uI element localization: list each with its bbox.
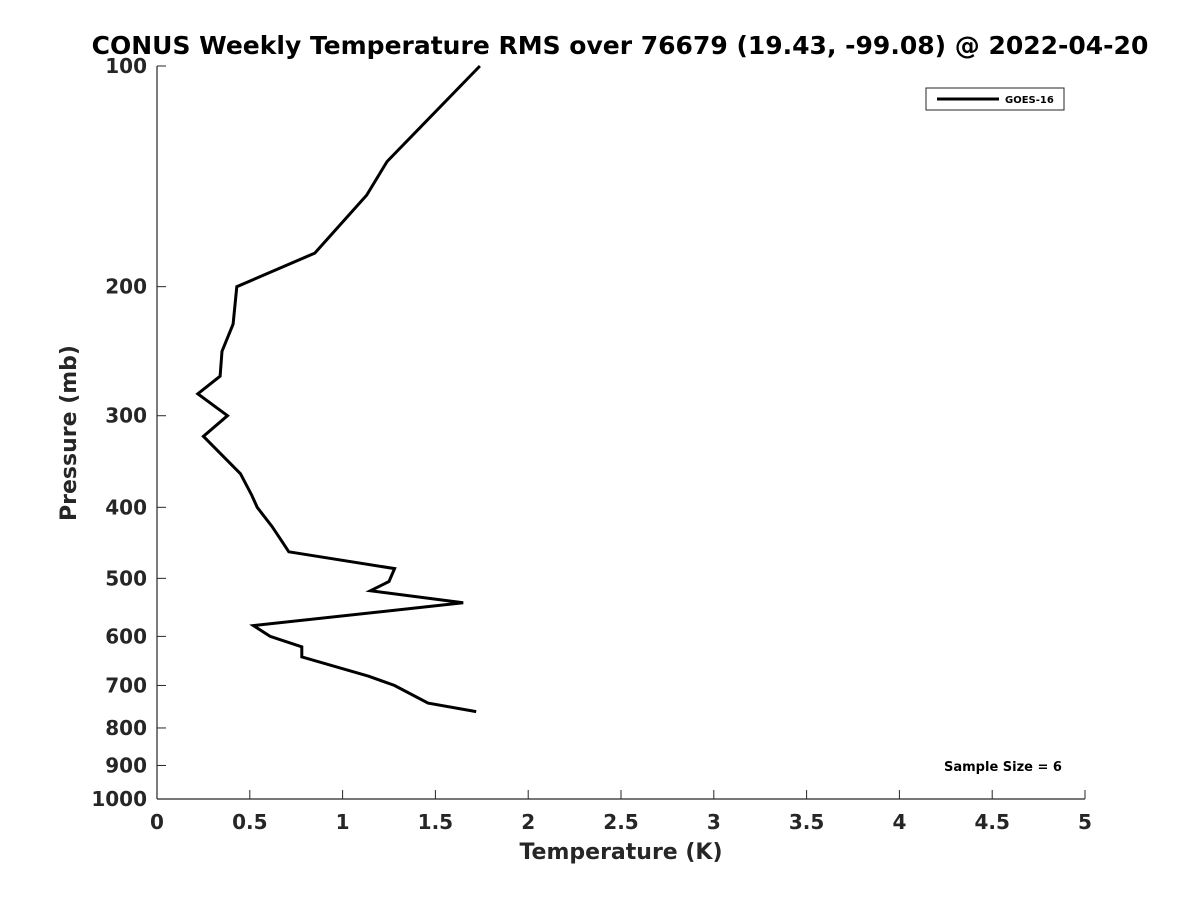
chart-title: CONUS Weekly Temperature RMS over 76679 … xyxy=(92,31,1149,60)
y-ticks: 100 200 300 400 500 600 700 800 900 1000 xyxy=(91,54,166,811)
x-tick-label: 4.5 xyxy=(974,810,1009,834)
x-tick-label: 2 xyxy=(521,810,535,834)
y-tick-label: 400 xyxy=(105,495,147,519)
x-ticks: 0 0.5 1 1.5 2 2.5 3 3.5 4 4.5 5 xyxy=(150,790,1092,834)
y-tick-label: 300 xyxy=(105,404,147,428)
x-tick-label: 5 xyxy=(1078,810,1092,834)
y-axis-label: Pressure (mb) xyxy=(57,345,82,521)
legend-label: GOES-16 xyxy=(1005,95,1054,106)
y-tick-label: 600 xyxy=(105,624,147,648)
y-tick-label: 100 xyxy=(105,54,147,78)
x-tick-label: 1.5 xyxy=(418,810,453,834)
x-tick-label: 1 xyxy=(336,810,350,834)
x-tick-label: 4 xyxy=(892,810,906,834)
x-tick-label: 0.5 xyxy=(232,810,267,834)
x-tick-label: 0 xyxy=(150,810,164,834)
series-group xyxy=(195,64,481,714)
y-tick-label: 700 xyxy=(105,673,147,697)
y-tick-label: 500 xyxy=(105,566,147,590)
series-line-goes-16 xyxy=(195,64,481,714)
x-tick-label: 3 xyxy=(707,810,721,834)
y-tick-label: 1000 xyxy=(91,787,147,811)
x-tick-label: 3.5 xyxy=(789,810,824,834)
y-tick-label: 800 xyxy=(105,716,147,740)
sample-size-annotation: Sample Size = 6 xyxy=(944,760,1062,775)
x-tick-label: 2.5 xyxy=(603,810,638,834)
y-tick-label: 200 xyxy=(105,275,147,299)
x-axis-label: Temperature (K) xyxy=(519,840,722,865)
y-tick-label: 900 xyxy=(105,753,147,777)
legend: GOES-16 xyxy=(925,87,1065,111)
axes xyxy=(156,66,1085,800)
